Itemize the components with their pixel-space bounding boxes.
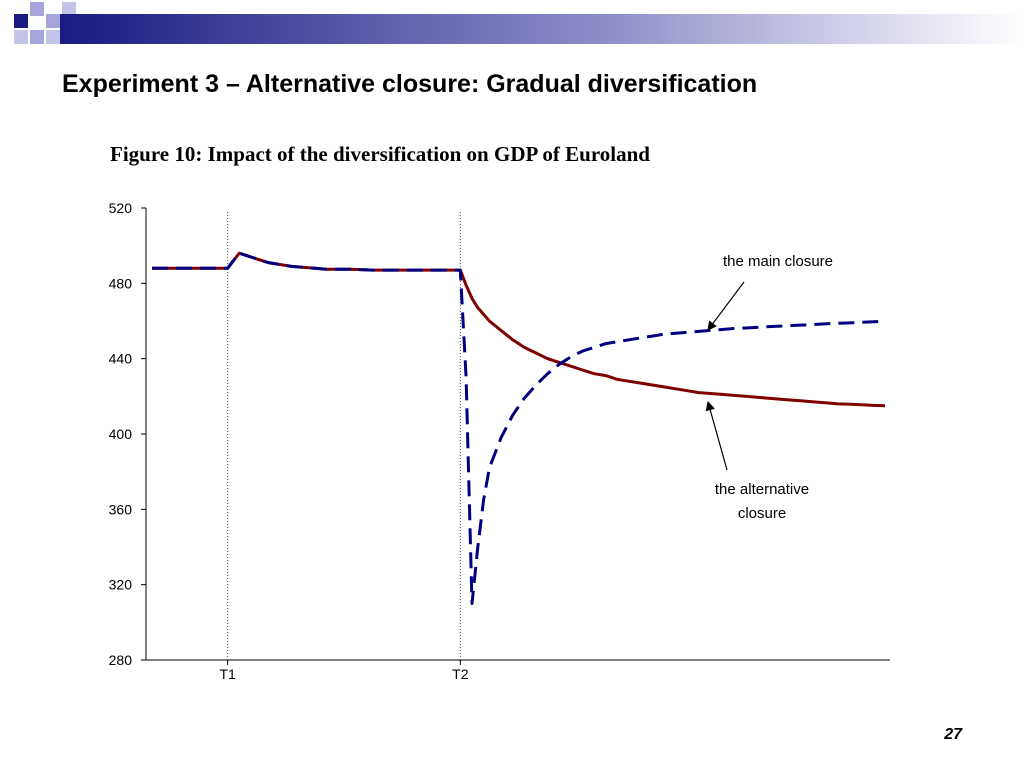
annotation-alt-line2: closure [737, 505, 787, 522]
deco-square-light [46, 14, 60, 28]
deco-square-dark [14, 30, 28, 44]
annotation-alt-line1: the alternative [714, 481, 810, 498]
y-tick-label: 360 [109, 501, 133, 517]
y-tick-label: 440 [109, 351, 133, 367]
deco-square-light [62, 2, 76, 16]
y-tick-label: 280 [109, 652, 133, 668]
page-number: 27 [944, 726, 962, 743]
arrow-main-closure [707, 281, 745, 331]
annotation-main-closure: the main closure [700, 250, 856, 274]
y-tick-group: 520 480 440 400 360 320 280 [109, 200, 146, 668]
series-main-closure-line [152, 251, 886, 605]
deco-square-light [30, 2, 44, 16]
figure-title: Figure 10: Impact of the diversification… [110, 142, 650, 166]
x-marker-label: T2 [452, 666, 469, 682]
x-marker-group: T1 T2 [219, 212, 469, 682]
annotation-alternative-closure: the alternative closure [690, 478, 834, 526]
y-tick-label: 400 [109, 426, 133, 442]
slide-title: Experiment 3 – Alternative closure: Grad… [62, 70, 758, 98]
chart-axes [145, 208, 890, 661]
deco-square-light [46, 30, 60, 44]
corner-decoration [14, 2, 76, 44]
deco-square-dark [14, 14, 28, 28]
y-tick-label: 480 [109, 275, 133, 291]
y-tick-label: 320 [109, 577, 133, 593]
arrow-alternative-closure [705, 400, 728, 471]
header-banner [60, 14, 1024, 44]
annotation-arrows [705, 281, 745, 471]
x-marker-label: T1 [219, 666, 236, 682]
y-tick-label: 520 [109, 200, 133, 216]
annotation-main-closure-text: the main closure [722, 253, 834, 270]
series-alternative-closure-line [152, 251, 886, 408]
deco-square-light [30, 30, 44, 44]
series-group [152, 251, 886, 605]
